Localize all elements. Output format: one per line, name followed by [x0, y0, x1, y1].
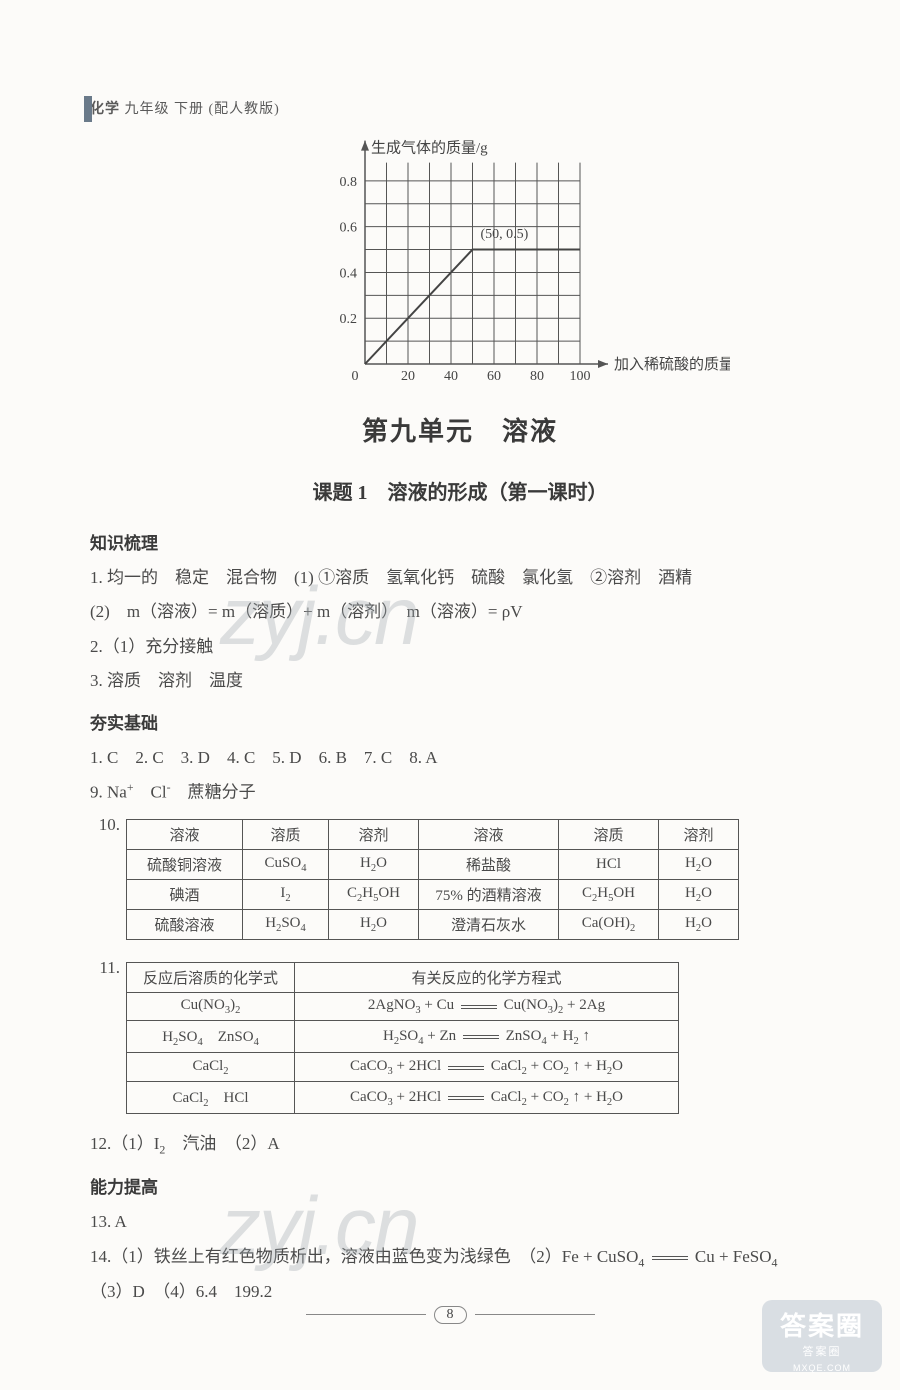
table-row: CaCl2CaCO3 + 2HCl CaCl2 + CO2 ↑ + H2O [127, 1053, 679, 1082]
lesson-title: 课题 1 溶液的形成（第一课时） [90, 476, 830, 505]
header-subject: 化学 [90, 102, 120, 117]
section-head-nl: 能力提高 [90, 1173, 830, 1198]
table-header: 溶剂 [659, 820, 739, 850]
table-header: 溶剂 [329, 820, 419, 850]
hx-line1: 1. C 2. C 3. D 4. C 5. D 6. B 7. C 8. A [90, 742, 830, 774]
svg-text:20: 20 [401, 369, 415, 384]
svg-text:0.6: 0.6 [340, 221, 358, 236]
zr-line3: 2.（1）充分接触 [90, 631, 830, 663]
table-cell: H2O [659, 880, 739, 910]
nl-line3: （3）D （4）6.4 199.2 [90, 1276, 830, 1308]
zr-line1: 1. 均一的 稳定 混合物 (1) ①溶质 氢氧化钙 硫酸 氯化氢 ②溶剂 酒精 [90, 562, 830, 594]
table-header: 溶质 [243, 820, 329, 850]
chart-svg: 0 20 40 60 80 100 0.2 0.4 0.6 0.8 (50, 0.5) 生成气体的质量… [190, 126, 730, 396]
table-10: 溶液溶质溶剂溶液溶质溶剂硫酸铜溶液CuSO4H2O稀盐酸HClH2O碘酒I2C2… [126, 819, 739, 940]
answer-badge: 答案圈 答案圈 MXQE.COM [762, 1300, 882, 1372]
table-cell: 75% 的酒精溶液 [419, 880, 559, 910]
svg-text:0.8: 0.8 [340, 175, 358, 190]
table-cell: CaCl2 [127, 1053, 295, 1082]
header-grade: 九年级 [125, 102, 170, 117]
section-head-zr: 知识梳理 [90, 529, 830, 554]
svg-text:0.2: 0.2 [340, 312, 358, 327]
t10-index: 10. [90, 811, 126, 839]
table-cell: 硫酸溶液 [127, 910, 243, 940]
corner-mark [84, 96, 92, 122]
table-cell: 澄清石灰水 [419, 910, 559, 940]
table-cell: 2AgNO3 + Cu Cu(NO3)2 + 2Ag [295, 993, 679, 1021]
badge-sm: 答案圈 [762, 1343, 882, 1359]
zr-line4: 3. 溶质 溶剂 温度 [90, 665, 830, 697]
gas-mass-chart: 0 20 40 60 80 100 0.2 0.4 0.6 0.8 (50, 0.5) 生成气体的质量… [190, 126, 730, 401]
table-cell: H2SO4 + Zn ZnSO4 + H2 ↑ [295, 1021, 679, 1053]
table-header: 反应后溶质的化学式 [127, 963, 295, 993]
section-head-hx: 夯实基础 [90, 709, 830, 734]
table-header: 溶液 [127, 820, 243, 850]
table-row: H2SO4 ZnSO4H2SO4 + Zn ZnSO4 + H2 ↑ [127, 1021, 679, 1053]
table-cell: H2SO4 [243, 910, 329, 940]
table-row: 硫酸溶液H2SO4H2O澄清石灰水Ca(OH)2H2O [127, 910, 739, 940]
svg-text:80: 80 [530, 369, 544, 384]
table-cell: H2SO4 ZnSO4 [127, 1021, 295, 1053]
page-header: 化学 九年级 下册 (配人教版) [90, 98, 830, 118]
table-cell: H2O [329, 850, 419, 880]
table-cell: C2H5OH [559, 880, 659, 910]
svg-text:加入稀硫酸的质量/g: 加入稀硫酸的质量/g [614, 356, 730, 373]
table-cell: CaCO3 + 2HCl CaCl2 + CO2 ↑ + H2O [295, 1053, 679, 1082]
svg-text:100: 100 [570, 369, 591, 384]
table-cell: I2 [243, 880, 329, 910]
svg-text:生成气体的质量/g: 生成气体的质量/g [371, 140, 488, 157]
table-cell: H2O [659, 910, 739, 940]
badge-site: MXQE.COM [762, 1363, 882, 1373]
table-header: 有关反应的化学方程式 [295, 963, 679, 993]
unit-title: 第九单元 溶液 [90, 411, 830, 448]
table-cell: 硫酸铜溶液 [127, 850, 243, 880]
nl-line1: 13. A [90, 1206, 830, 1238]
table-cell: Ca(OH)2 [559, 910, 659, 940]
badge-big: 答案圈 [762, 1306, 882, 1343]
line-12: 12.（1）I2 汽油 （2）A [90, 1128, 830, 1161]
table-row: CaCl2 HClCaCO3 + 2HCl CaCl2 + CO2 ↑ + H2… [127, 1082, 679, 1114]
table-cell: H2O [329, 910, 419, 940]
svg-text:40: 40 [444, 369, 458, 384]
table-row: 硫酸铜溶液CuSO4H2O稀盐酸HClH2O [127, 850, 739, 880]
table-11: 反应后溶质的化学式有关反应的化学方程式Cu(NO3)22AgNO3 + Cu C… [126, 962, 679, 1114]
table-cell: HCl [559, 850, 659, 880]
hx-line2: 9. Na+ Cl- 蔗糖分子 [90, 776, 830, 809]
table-cell: 稀盐酸 [419, 850, 559, 880]
nl-line2: 14.（1）铁丝上有红色物质析出，溶液由蓝色变为浅绿色 （2）Fe + CuSO… [90, 1241, 830, 1274]
table-cell: 碘酒 [127, 880, 243, 910]
svg-text:0.4: 0.4 [340, 266, 358, 281]
table-cell: Cu(NO3)2 [127, 993, 295, 1021]
table-cell: H2O [659, 850, 739, 880]
table-cell: CaCO3 + 2HCl CaCl2 + CO2 ↑ + H2O [295, 1082, 679, 1114]
table-header: 溶质 [559, 820, 659, 850]
table-cell: C2H5OH [329, 880, 419, 910]
svg-text:0: 0 [352, 369, 359, 384]
table-row: Cu(NO3)22AgNO3 + Cu Cu(NO3)2 + 2Ag [127, 993, 679, 1021]
t11-index: 11. [90, 954, 126, 982]
table-cell: CaCl2 HCl [127, 1082, 295, 1114]
table-cell: CuSO4 [243, 850, 329, 880]
svg-text:60: 60 [487, 369, 501, 384]
table-header: 溶液 [419, 820, 559, 850]
zr-line2: (2) m（溶液）= m（溶质）+ m（溶剂） m（溶液）= ρV [90, 596, 830, 628]
header-edition: (配人教版) [209, 102, 280, 117]
header-volume: 下册 [174, 102, 204, 117]
table-row: 碘酒I2C2H5OH75% 的酒精溶液C2H5OHH2O [127, 880, 739, 910]
page-number: 8 [434, 1306, 467, 1324]
svg-text:(50, 0.5): (50, 0.5) [481, 227, 529, 242]
